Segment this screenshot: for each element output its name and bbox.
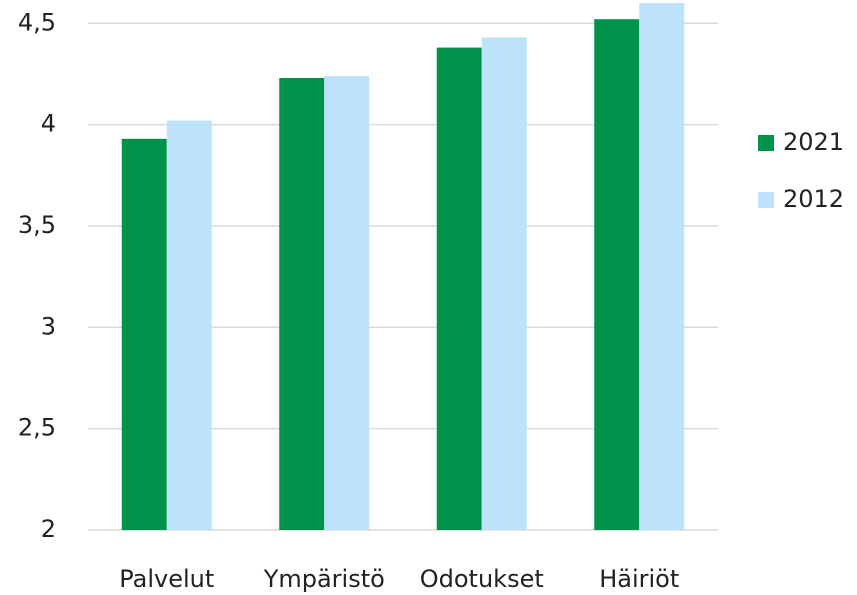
- legend-label: 2012: [783, 185, 844, 213]
- bar: [481, 37, 527, 530]
- y-tick-label: 3,5: [18, 211, 56, 239]
- legend-swatch: [758, 192, 774, 208]
- y-tick-label: 2: [41, 515, 56, 543]
- legend-swatch: [758, 135, 774, 151]
- y-tick-label: 3: [41, 312, 56, 340]
- x-tick-label: Odotukset: [420, 565, 544, 593]
- bar: [166, 120, 212, 531]
- bar: [121, 138, 167, 531]
- x-tick-label: Ympäristö: [263, 565, 385, 593]
- bar: [436, 47, 482, 530]
- bar: [594, 19, 640, 530]
- y-tick-label: 4,5: [18, 8, 56, 36]
- x-tick-label: Häiriöt: [599, 565, 679, 593]
- bar: [279, 77, 325, 530]
- bar: [639, 3, 685, 530]
- y-tick-label: 4: [41, 110, 56, 138]
- x-tick-label: Palvelut: [119, 565, 214, 593]
- y-tick-label: 2,5: [18, 414, 56, 442]
- legend-label: 2021: [783, 128, 844, 156]
- bar: [324, 75, 370, 530]
